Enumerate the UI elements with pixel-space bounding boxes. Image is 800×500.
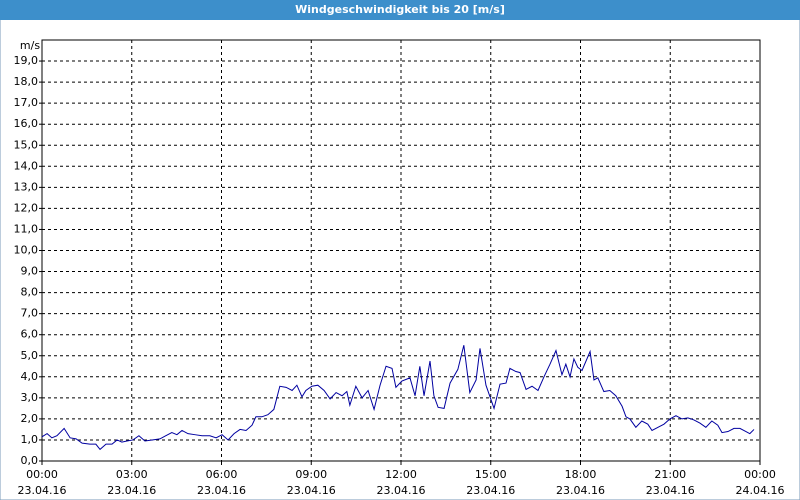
y-axis-label: m/s [20, 39, 40, 52]
x-tick-date: 23.04.16 [197, 484, 246, 497]
y-tick-label: 3,0 [21, 391, 39, 404]
y-tick-label: 4,0 [21, 370, 39, 383]
x-tick-date: 23.04.16 [287, 484, 336, 497]
x-tick-date: 23.04.16 [377, 484, 426, 497]
y-tick-label: 8,0 [21, 286, 39, 299]
x-tick-date: 23.04.16 [466, 484, 515, 497]
y-tick-label: 1,0 [21, 433, 39, 446]
x-tick-date: 23.04.16 [18, 484, 67, 497]
x-tick-date: 23.04.16 [646, 484, 695, 497]
y-tick-label: 10,0 [14, 244, 39, 257]
y-tick-label: 5,0 [21, 349, 39, 362]
x-tick-date: 24.04.16 [736, 484, 785, 497]
y-tick-label: 13,0 [14, 180, 39, 193]
x-tick-label: 21:00 [654, 468, 686, 481]
y-tick-label: 14,0 [14, 159, 39, 172]
title-bar [0, 0, 800, 20]
y-tick-label: 0,0 [21, 454, 39, 467]
y-tick-label: 2,0 [21, 412, 39, 425]
x-tick-date: 23.04.16 [107, 484, 156, 497]
x-tick-label: 06:00 [206, 468, 238, 481]
x-tick-label: 12:00 [385, 468, 417, 481]
y-tick-label: 12,0 [14, 201, 39, 214]
x-tick-date: 23.04.16 [556, 484, 605, 497]
data-line [41, 345, 755, 451]
y-tick-label: 17,0 [14, 96, 39, 109]
x-tick-label: 00:00 [744, 468, 776, 481]
x-tick-label: 09:00 [295, 468, 327, 481]
x-tick-label: 18:00 [565, 468, 597, 481]
x-tick-label: 15:00 [475, 468, 507, 481]
y-tick-label: 7,0 [21, 307, 39, 320]
y-tick-label: 6,0 [21, 328, 39, 341]
y-tick-label: 9,0 [21, 265, 39, 278]
y-tick-label: 15,0 [14, 138, 39, 151]
x-tick-label: 00:00 [26, 468, 58, 481]
x-tick-label: 03:00 [116, 468, 148, 481]
y-tick-label: 19,0 [14, 54, 39, 67]
y-tick-label: 18,0 [14, 75, 39, 88]
y-tick-label: 16,0 [14, 117, 39, 130]
y-tick-label: 11,0 [14, 222, 39, 235]
plot-frame [41, 39, 761, 462]
chart-title: Windgeschwindigkeit bis 20 [m/s] [295, 3, 505, 16]
